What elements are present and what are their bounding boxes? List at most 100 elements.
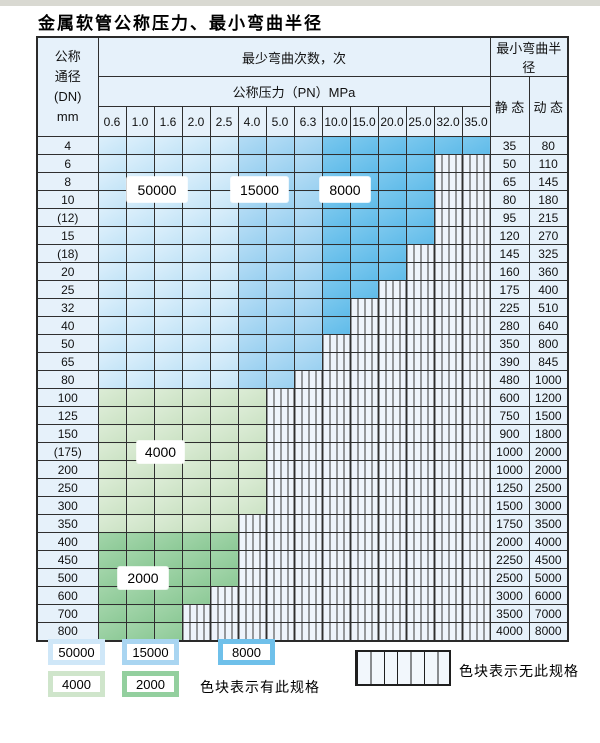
spec-cell-available xyxy=(237,208,267,227)
spec-cell-available xyxy=(209,478,239,497)
spec-cell-available xyxy=(209,226,239,245)
table-row: (12) 95 215 xyxy=(36,208,569,227)
spec-cell-unavailable xyxy=(377,334,407,353)
spec-cell-available xyxy=(125,424,155,443)
bend-cycles-header: 最少弯曲次数，次 xyxy=(97,36,491,77)
dn-cell: 350 xyxy=(36,514,99,533)
dynamic-radius-cell: 2500 xyxy=(528,478,569,497)
spec-cell-unavailable xyxy=(405,532,435,551)
spec-cell-available xyxy=(153,424,183,443)
spec-cell-unavailable xyxy=(265,604,295,623)
spec-cell-available xyxy=(209,550,239,569)
spec-cell-available xyxy=(181,478,211,497)
spec-cell-available xyxy=(97,370,127,389)
spec-cell-unavailable xyxy=(461,190,491,209)
dn-cell: 80 xyxy=(36,370,99,389)
spec-cell-available xyxy=(181,352,211,371)
spec-cell-unavailable xyxy=(433,226,463,245)
legend-swatch-2000-label: 2000 xyxy=(127,676,174,692)
spec-cell-unavailable xyxy=(461,154,491,173)
spec-cell-unavailable xyxy=(461,622,491,641)
spec-cell-available xyxy=(209,262,239,281)
spec-cell-unavailable xyxy=(433,334,463,353)
dynamic-radius-cell: 2000 xyxy=(528,442,569,461)
spec-cell-available xyxy=(125,514,155,533)
spec-cell-unavailable xyxy=(293,568,323,587)
dn-cell: 6 xyxy=(36,154,99,173)
spec-cell-available xyxy=(153,334,183,353)
spec-cell-unavailable xyxy=(461,370,491,389)
spec-cell-unavailable xyxy=(321,622,351,641)
spec-cell-unavailable xyxy=(461,334,491,353)
spec-cell-unavailable xyxy=(405,334,435,353)
spec-cell-unavailable xyxy=(377,316,407,335)
spec-cell-available xyxy=(209,460,239,479)
spec-cell-unavailable xyxy=(377,604,407,623)
spec-cell-unavailable xyxy=(461,568,491,587)
table-row: 6 50 110 xyxy=(36,154,569,173)
table-row: 800 4000 8000 xyxy=(36,622,569,641)
dn-cell: (175) xyxy=(36,442,99,461)
spec-cell-available xyxy=(153,154,183,173)
spec-cell-available xyxy=(237,316,267,335)
spec-cell-available xyxy=(125,406,155,425)
pressure-value-cell: 4.0 xyxy=(237,106,267,137)
spec-cell-unavailable xyxy=(349,586,379,605)
spec-cell-available xyxy=(181,406,211,425)
spec-cell-unavailable xyxy=(377,406,407,425)
spec-cell-unavailable xyxy=(265,568,295,587)
dynamic-radius-cell: 7000 xyxy=(528,604,569,623)
static-radius-cell: 3500 xyxy=(489,604,530,623)
spec-cell-unavailable xyxy=(433,262,463,281)
spec-cell-unavailable xyxy=(461,550,491,569)
legend-swatch-2000: 2000 xyxy=(122,671,179,697)
spec-cell-available xyxy=(349,280,379,299)
spec-cell-unavailable xyxy=(293,460,323,479)
legend-swatch-4000: 4000 xyxy=(48,671,105,697)
dn-header-cell: 公称 通径 (DN) mm xyxy=(36,36,99,137)
spec-cell-available xyxy=(153,208,183,227)
spec-cell-available xyxy=(293,298,323,317)
spec-cell-available xyxy=(125,604,155,623)
spec-cell-unavailable xyxy=(461,532,491,551)
spec-cell-available xyxy=(125,244,155,263)
spec-cell-available xyxy=(125,154,155,173)
spec-cell-available xyxy=(125,586,155,605)
spec-cell-available xyxy=(125,262,155,281)
spec-cell-available xyxy=(209,316,239,335)
static-radius-cell: 4000 xyxy=(489,622,530,641)
spec-cell-available xyxy=(237,136,267,155)
spec-cell-available xyxy=(97,442,127,461)
dynamic-radius-cell: 800 xyxy=(528,334,569,353)
spec-cell-unavailable xyxy=(265,388,295,407)
spec-cell-unavailable xyxy=(433,460,463,479)
spec-cell-unavailable xyxy=(265,424,295,443)
dynamic-radius-cell: 3000 xyxy=(528,496,569,515)
legend-swatch-15000: 15000 xyxy=(122,639,179,665)
dn-cell: 25 xyxy=(36,280,99,299)
dn-header-line: (DN) xyxy=(54,89,82,104)
spec-cell-available xyxy=(181,442,211,461)
cycles-label-8000: 8000 xyxy=(320,177,370,202)
spec-cell-unavailable xyxy=(265,550,295,569)
spec-cell-unavailable xyxy=(461,352,491,371)
spec-cell-available xyxy=(181,172,211,191)
spec-cell-available xyxy=(377,262,407,281)
spec-cell-unavailable xyxy=(433,280,463,299)
spec-cell-available xyxy=(321,244,351,263)
spec-cell-available xyxy=(237,406,267,425)
spec-cell-unavailable xyxy=(405,406,435,425)
static-radius-cell: 145 xyxy=(489,244,530,263)
spec-cell-available xyxy=(265,352,295,371)
spec-cell-available xyxy=(209,424,239,443)
static-radius-cell: 280 xyxy=(489,316,530,335)
spec-cell-available xyxy=(181,316,211,335)
spec-cell-available xyxy=(125,316,155,335)
spec-cell-available xyxy=(125,478,155,497)
dynamic-radius-cell: 8000 xyxy=(528,622,569,641)
table-row: 10 80 180 xyxy=(36,190,569,209)
spec-cell-available xyxy=(209,244,239,263)
spec-cell-unavailable xyxy=(405,622,435,641)
spec-cell-available xyxy=(125,622,155,641)
spec-cell-available xyxy=(237,244,267,263)
